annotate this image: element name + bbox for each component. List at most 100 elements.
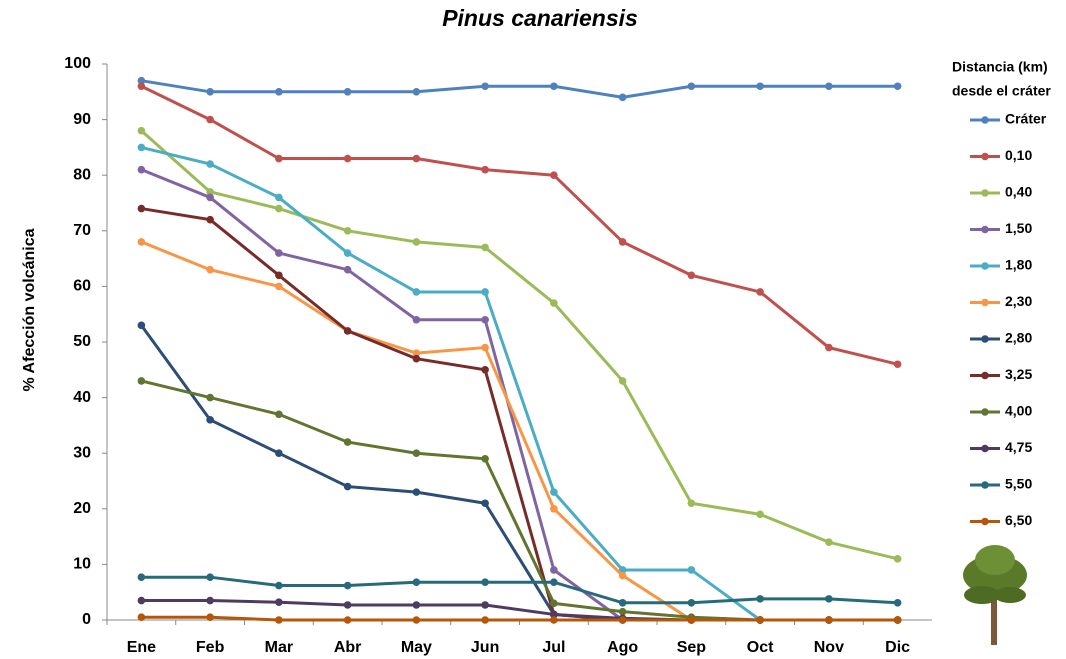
data-point xyxy=(481,288,489,296)
data-point xyxy=(688,82,696,90)
data-point xyxy=(481,344,489,352)
legend-label: 0,40 xyxy=(1005,184,1032,200)
data-point xyxy=(688,271,696,279)
y-tick-label: 30 xyxy=(73,444,91,461)
legend-marker xyxy=(981,226,989,234)
data-point xyxy=(894,360,902,368)
data-point xyxy=(206,160,214,168)
data-point xyxy=(756,288,764,296)
y-tick-label: 70 xyxy=(73,222,91,239)
data-point xyxy=(413,88,421,96)
legend-marker xyxy=(981,153,989,161)
data-point xyxy=(206,394,214,402)
data-point xyxy=(275,271,283,279)
data-point xyxy=(825,344,833,352)
data-point xyxy=(619,238,627,246)
data-point xyxy=(413,601,421,609)
data-point xyxy=(206,88,214,96)
data-point xyxy=(275,88,283,96)
data-point xyxy=(756,82,764,90)
data-point xyxy=(894,555,902,563)
y-tick-label: 10 xyxy=(73,556,91,573)
data-point xyxy=(481,316,489,324)
legend-label: 4,75 xyxy=(1005,439,1032,455)
x-tick-label: Jun xyxy=(471,639,499,656)
data-point xyxy=(688,616,696,624)
data-point xyxy=(550,299,558,307)
data-point xyxy=(275,616,283,624)
legend-title: Distancia (km) xyxy=(952,59,1048,75)
y-tick-label: 60 xyxy=(73,278,91,295)
legend-label: 0,10 xyxy=(1005,147,1032,163)
data-point xyxy=(138,613,146,621)
data-point xyxy=(550,171,558,179)
data-point xyxy=(825,616,833,624)
data-point xyxy=(894,82,902,90)
chart-title: Pinus canariensis xyxy=(442,5,638,31)
data-point xyxy=(206,266,214,274)
data-point xyxy=(275,598,283,606)
x-tick-label: Ago xyxy=(607,639,638,656)
y-tick-label: 20 xyxy=(73,500,91,517)
series-line xyxy=(141,601,897,620)
data-point xyxy=(138,573,146,581)
data-point xyxy=(481,244,489,252)
data-point xyxy=(481,366,489,374)
data-point xyxy=(206,116,214,124)
data-point xyxy=(481,601,489,609)
data-point xyxy=(619,572,627,580)
legend-marker xyxy=(981,445,989,453)
data-point xyxy=(481,166,489,174)
data-point xyxy=(206,216,214,224)
legend-label: 2,80 xyxy=(1005,330,1032,346)
x-tick-label: Oct xyxy=(747,639,774,656)
y-tick-label: 50 xyxy=(73,333,91,350)
data-point xyxy=(138,322,146,330)
data-point xyxy=(825,595,833,603)
legend-label: 4,00 xyxy=(1005,403,1032,419)
legend-label: Cráter xyxy=(1005,111,1047,127)
data-point xyxy=(550,616,558,624)
data-point xyxy=(206,597,214,605)
data-point xyxy=(550,488,558,496)
series-line xyxy=(141,617,897,620)
data-point xyxy=(138,238,146,246)
data-point xyxy=(138,205,146,213)
series-line xyxy=(141,325,897,620)
legend-marker xyxy=(981,116,989,124)
data-point xyxy=(756,511,764,519)
data-point xyxy=(275,205,283,213)
data-point xyxy=(894,599,902,607)
data-point xyxy=(825,538,833,546)
y-tick-label: 80 xyxy=(73,166,91,183)
y-tick-label: 90 xyxy=(73,111,91,128)
data-point xyxy=(413,578,421,586)
data-point xyxy=(138,144,146,152)
data-point xyxy=(344,582,352,590)
legend-marker xyxy=(981,299,989,307)
x-tick-label: Abr xyxy=(334,639,362,656)
data-point xyxy=(619,616,627,624)
x-tick-label: May xyxy=(401,639,432,656)
data-point xyxy=(413,288,421,296)
data-point xyxy=(206,573,214,581)
data-point xyxy=(619,377,627,385)
legend-label: 3,25 xyxy=(1005,366,1032,382)
x-tick-label: Sep xyxy=(677,639,707,656)
data-point xyxy=(344,327,352,335)
data-point xyxy=(138,127,146,135)
data-point xyxy=(138,377,146,385)
data-point xyxy=(344,88,352,96)
data-point xyxy=(550,578,558,586)
legend-marker xyxy=(981,189,989,197)
x-tick-label: Mar xyxy=(265,639,293,656)
legend-label: 1,50 xyxy=(1005,220,1032,236)
data-point xyxy=(688,599,696,607)
data-point xyxy=(344,601,352,609)
data-point xyxy=(413,238,421,246)
x-tick-label: Dic xyxy=(885,639,910,656)
chart: Pinus canariensis % Afección volcánica D… xyxy=(0,0,1066,659)
y-axis-label: % Afección volcánica xyxy=(21,228,38,391)
legend-label: 1,80 xyxy=(1005,257,1032,273)
data-point xyxy=(756,616,764,624)
